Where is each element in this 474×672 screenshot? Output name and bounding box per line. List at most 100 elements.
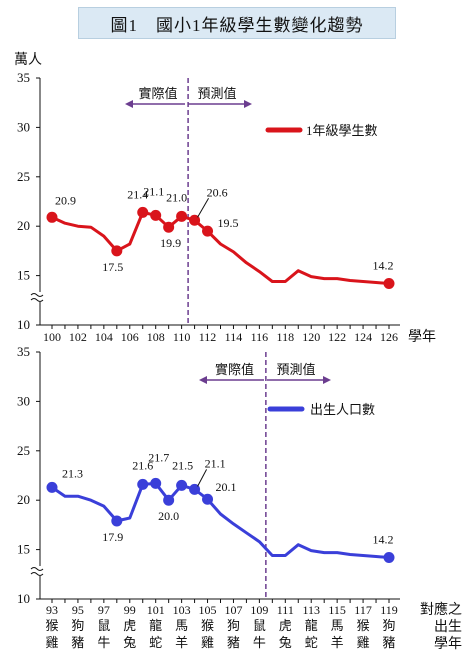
y-tick-label: 30 — [17, 393, 30, 408]
x-tick-label: 110 — [173, 330, 191, 344]
x-tick-label: 115 — [328, 603, 346, 617]
zodiac-label: 雞 — [357, 635, 370, 650]
data-point — [137, 478, 149, 490]
y-tick-label: 25 — [17, 169, 30, 184]
data-point — [111, 245, 123, 257]
axis-break-icon — [30, 293, 44, 302]
x-tick-label: 114 — [225, 330, 243, 344]
zodiac-label: 鼠 — [253, 618, 266, 633]
zodiac-label: 豬 — [382, 635, 395, 650]
data-point — [176, 210, 188, 222]
x-axis-title: 出生 — [434, 619, 462, 635]
data-label: 21.4 — [127, 187, 148, 201]
data-label: 17.9 — [102, 530, 123, 544]
zodiac-label: 狗 — [227, 618, 240, 633]
right-arrow-icon — [244, 100, 252, 108]
zodiac-label: 馬 — [175, 618, 188, 633]
axis-break-icon — [30, 567, 44, 576]
data-label: 20.6 — [207, 185, 228, 199]
x-tick-label: 118 — [277, 330, 295, 344]
x-axis-title: 學年 — [408, 329, 436, 345]
data-point — [137, 206, 149, 218]
data-point — [46, 481, 58, 493]
zodiac-label: 猴 — [357, 618, 370, 633]
zodiac-label: 羊 — [331, 635, 344, 650]
data-point — [383, 552, 395, 564]
data-point — [163, 221, 175, 233]
x-tick-label: 124 — [354, 330, 372, 344]
zodiac-label: 虎 — [279, 618, 292, 633]
forecast-label: 預測值 — [197, 86, 236, 101]
data-label: 20.0 — [158, 509, 179, 523]
left-arrow-icon — [125, 100, 133, 108]
y-tick-label: 35 — [17, 344, 30, 359]
data-point — [176, 479, 188, 491]
data-label: 14.2 — [373, 259, 394, 273]
zodiac-label: 龍 — [305, 618, 318, 633]
y-tick-label: 30 — [17, 119, 30, 134]
zodiac-label: 蛇 — [305, 635, 318, 650]
data-point — [202, 493, 214, 505]
y-axis-title: 萬人 — [14, 52, 42, 68]
zodiac-label: 雞 — [45, 635, 58, 650]
zodiac-label: 兔 — [279, 635, 292, 650]
x-tick-label: 108 — [147, 330, 165, 344]
y-tick-label: 35 — [17, 70, 30, 85]
zodiac-label: 蛇 — [149, 635, 162, 650]
data-label: 20.1 — [216, 480, 237, 494]
data-point — [163, 494, 175, 506]
zodiac-label: 狗 — [382, 618, 395, 633]
data-label: 21.1 — [143, 184, 164, 198]
x-tick-label: 93 — [46, 603, 58, 617]
legend-label: 1年級學生數 — [306, 123, 378, 138]
zodiac-label: 羊 — [175, 635, 188, 650]
y-tick-label: 15 — [17, 542, 30, 557]
y-tick-label: 10 — [17, 591, 30, 606]
zodiac-label: 雞 — [201, 635, 214, 650]
right-arrow-icon — [323, 376, 331, 384]
x-tick-label: 117 — [354, 603, 372, 617]
zodiac-label: 兔 — [123, 635, 136, 650]
data-label: 21.7 — [148, 450, 169, 464]
data-label: 21.1 — [205, 456, 226, 470]
y-tick-label: 10 — [17, 317, 30, 332]
x-tick-label: 120 — [302, 330, 320, 344]
zodiac-label: 猴 — [45, 618, 58, 633]
legend-label: 出生人口數 — [310, 402, 375, 417]
forecast-label: 預測值 — [276, 362, 315, 377]
zodiac-label: 牛 — [97, 635, 110, 650]
data-label: 17.5 — [102, 260, 123, 274]
data-point — [189, 214, 201, 226]
zodiac-label: 狗 — [71, 618, 84, 633]
zodiac-label: 猴 — [201, 618, 214, 633]
x-tick-label: 113 — [302, 603, 320, 617]
y-tick-label: 15 — [17, 268, 30, 283]
data-label: 21.3 — [62, 466, 83, 480]
actual-label: 實際值 — [138, 86, 177, 101]
x-tick-label: 103 — [173, 603, 191, 617]
left-arrow-icon — [199, 376, 207, 384]
zodiac-label: 豬 — [71, 635, 84, 650]
data-point — [150, 477, 162, 489]
data-label: 20.9 — [55, 193, 76, 207]
x-tick-label: 122 — [328, 330, 346, 344]
zodiac-label: 虎 — [123, 618, 136, 633]
zodiac-label: 牛 — [253, 635, 266, 650]
y-tick-label: 20 — [17, 218, 30, 233]
zodiac-label: 鼠 — [97, 618, 110, 633]
x-tick-label: 104 — [95, 330, 113, 344]
zodiac-label: 豬 — [227, 635, 240, 650]
series-line — [51, 210, 390, 285]
x-tick-label: 111 — [277, 603, 294, 617]
page-title: 圖1 國小1年級學生數變化趨勢 — [78, 7, 396, 39]
x-tick-label: 100 — [43, 330, 61, 344]
data-point — [111, 515, 123, 527]
zodiac-label: 馬 — [331, 618, 344, 633]
x-tick-label: 102 — [69, 330, 87, 344]
data-label: 21.0 — [166, 190, 187, 204]
x-tick-label: 116 — [251, 330, 269, 344]
data-label: 21.6 — [132, 458, 153, 472]
x-tick-label: 112 — [199, 330, 217, 344]
zodiac-label: 龍 — [149, 618, 162, 633]
